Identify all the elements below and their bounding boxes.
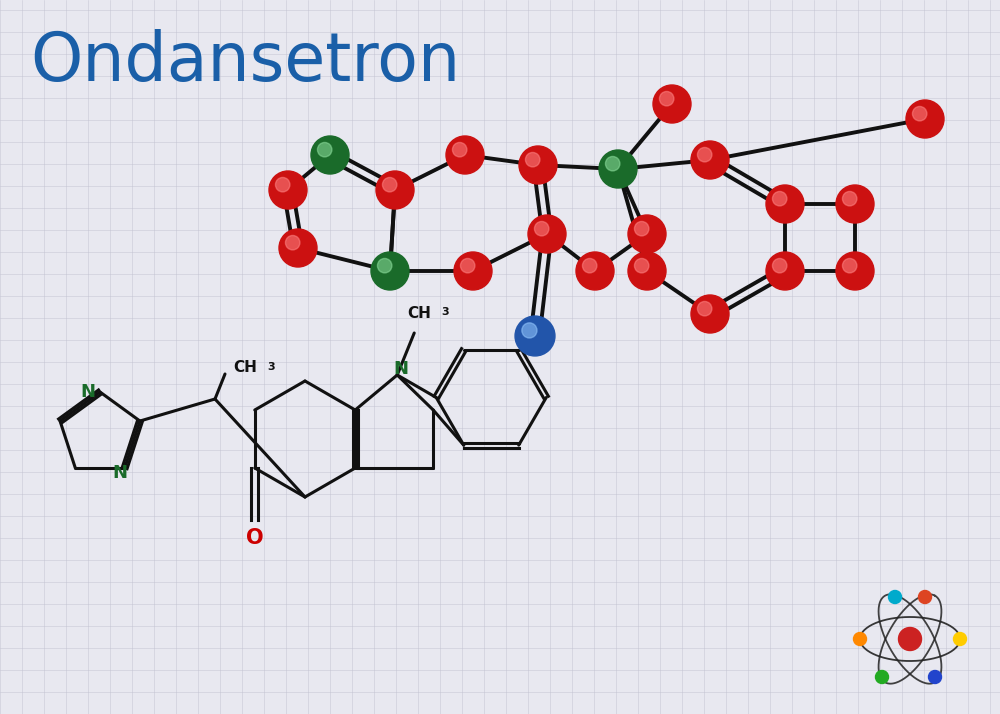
Circle shape xyxy=(519,146,557,184)
Circle shape xyxy=(772,258,787,273)
Circle shape xyxy=(452,143,467,157)
Text: CH: CH xyxy=(407,306,431,321)
Circle shape xyxy=(928,670,942,683)
Circle shape xyxy=(382,178,397,192)
Text: N: N xyxy=(112,464,127,482)
Circle shape xyxy=(836,185,874,223)
Circle shape xyxy=(317,143,332,157)
Text: N: N xyxy=(394,360,409,378)
Text: Ondansetron: Ondansetron xyxy=(30,29,460,95)
Circle shape xyxy=(842,258,857,273)
Circle shape xyxy=(460,258,475,273)
Circle shape xyxy=(446,136,484,174)
Circle shape xyxy=(653,85,691,123)
Text: 3: 3 xyxy=(441,307,449,317)
Circle shape xyxy=(954,633,966,645)
Circle shape xyxy=(912,106,927,121)
Circle shape xyxy=(628,215,666,253)
Circle shape xyxy=(582,258,597,273)
Circle shape xyxy=(534,221,549,236)
Circle shape xyxy=(898,628,922,650)
Circle shape xyxy=(576,252,614,290)
Circle shape xyxy=(275,178,290,192)
Circle shape xyxy=(634,221,649,236)
Circle shape xyxy=(285,236,300,250)
Text: CH: CH xyxy=(233,360,257,375)
Circle shape xyxy=(628,252,666,290)
Circle shape xyxy=(377,258,392,273)
Circle shape xyxy=(842,191,857,206)
Circle shape xyxy=(691,295,729,333)
Circle shape xyxy=(269,171,307,209)
Circle shape xyxy=(279,229,317,267)
Circle shape xyxy=(522,323,537,338)
Circle shape xyxy=(766,185,804,223)
Circle shape xyxy=(634,258,649,273)
Circle shape xyxy=(888,590,901,603)
Circle shape xyxy=(528,215,566,253)
Circle shape xyxy=(605,156,620,171)
Circle shape xyxy=(454,252,492,290)
Circle shape xyxy=(854,633,866,645)
Circle shape xyxy=(659,91,674,106)
Circle shape xyxy=(766,252,804,290)
Circle shape xyxy=(772,191,787,206)
Circle shape xyxy=(311,136,349,174)
Circle shape xyxy=(515,316,555,356)
Circle shape xyxy=(697,301,712,316)
Circle shape xyxy=(876,670,889,683)
Text: 3: 3 xyxy=(267,362,275,372)
Text: O: O xyxy=(246,528,264,548)
Circle shape xyxy=(371,252,409,290)
Circle shape xyxy=(691,141,729,179)
Text: N: N xyxy=(81,383,96,401)
Circle shape xyxy=(525,153,540,167)
Circle shape xyxy=(376,171,414,209)
Circle shape xyxy=(599,150,637,188)
Circle shape xyxy=(918,590,932,603)
Circle shape xyxy=(697,148,712,162)
Circle shape xyxy=(836,252,874,290)
Circle shape xyxy=(906,100,944,138)
